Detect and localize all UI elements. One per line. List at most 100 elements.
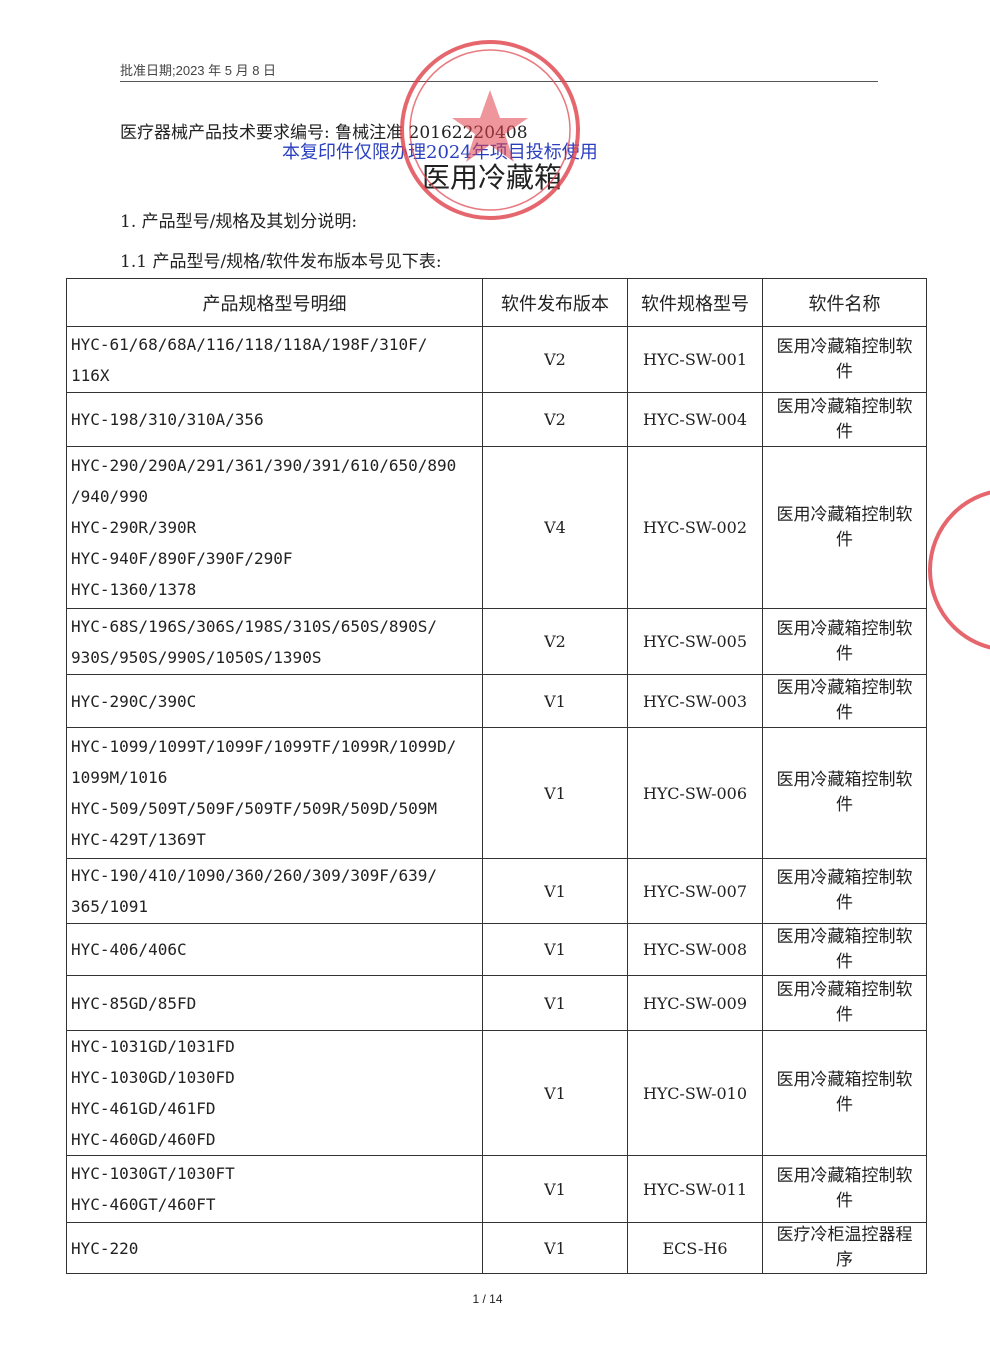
version-cell: V1 (482, 1155, 628, 1223)
software-name-cell: 医用冷藏箱控制软件 (762, 975, 927, 1031)
model-line: HYC-460GD/460FD (71, 1130, 216, 1149)
doc-title: 医用冷藏箱 (422, 161, 563, 194)
table-row: HYC-1099/1099T/1099F/1099TF/1099R/1099D/… (66, 727, 927, 859)
software-name-cell: 医用冷藏箱控制软件 (762, 1155, 927, 1223)
table-row: HYC-68S/196S/306S/198S/310S/650S/890S/93… (66, 608, 927, 675)
model-line: HYC-1030GT/1030FT (71, 1164, 235, 1183)
software-id-cell: HYC-SW-006 (627, 727, 763, 859)
software-id-cell: HYC-SW-005 (627, 608, 763, 675)
table-row: HYC-1030GT/1030FT HYC-460GT/460FT V1 HYC-SW… (66, 1155, 927, 1223)
model-line: HYC-1030GD/1030FD (71, 1068, 235, 1087)
model-cell: HYC-198/310/310A/356 (66, 392, 483, 447)
version-cell: V1 (482, 923, 628, 976)
software-name-cell: 医用冷藏箱控制软件 (762, 674, 927, 728)
software-id-cell: HYC-SW-002 (627, 446, 763, 609)
model-line: HYC-61/68/68A/116/118/118A/198F/310F/ (71, 334, 428, 354)
model-line: /940/990 (71, 487, 149, 506)
table-row: HYC-85GD/85FD V1 HYC-SW-009 医用冷藏箱控制软件 (66, 975, 927, 1031)
model-cell: HYC-220 (66, 1222, 483, 1274)
model-line: HYC-509/509T/509F/509TF/509R/509D/509M (71, 799, 438, 818)
software-id-cell: HYC-SW-011 (627, 1155, 763, 1223)
model-cell: HYC-1031GD/1031FD HYC-1030GD/1030FD HYC-46… (66, 1030, 483, 1156)
software-id-cell: HYC-SW-004 (627, 392, 763, 447)
model-line: 1099M/1016 (71, 768, 168, 787)
software-id-cell: HYC-SW-009 (627, 975, 763, 1031)
software-name-cell: 医用冷藏箱控制软件 (762, 608, 927, 675)
model-line: HYC-406/406C (71, 940, 187, 959)
section-heading: 1. 产品型号/规格及其划分说明: (120, 212, 358, 232)
model-cell: HYC-85GD/85FD (66, 975, 483, 1031)
table-row: HYC-220 V1 ECS-H6 医疗冷柜温控器程序 (66, 1222, 927, 1274)
table-row: HYC-290/290A/291/361/390/391/610/650/890… (66, 446, 927, 609)
model-line: HYC-429T/1369T (71, 830, 206, 849)
model-line: HYC-1360/1378 (71, 580, 197, 599)
page-number: 1 / 14 (472, 1292, 503, 1306)
model-line: HYC-1099/1099T/1099F/1099TF/1099R/1099D/ (71, 737, 457, 756)
table-row: HYC-290C/390C V1 HYC-SW-003 医用冷藏箱控制软件 (66, 674, 927, 728)
model-cell: HYC-290C/390C (66, 674, 483, 728)
version-cell: V2 (482, 392, 628, 447)
table-row: HYC-198/310/310A/356 V2 HYC-SW-004 医用冷藏箱控制软… (66, 392, 927, 447)
version-cell: V1 (482, 1030, 628, 1156)
software-name-cell: 医用冷藏箱控制软件 (762, 392, 927, 447)
model-cell: HYC-290/290A/291/361/390/391/610/650/890… (66, 446, 483, 609)
model-cell: HYC-1099/1099T/1099F/1099TF/1099R/1099D/… (66, 727, 483, 859)
software-name-cell: 医用冷藏箱控制软件 (762, 326, 927, 393)
table-row: HYC-190/410/1090/360/260/309/309F/639/36… (66, 858, 927, 924)
model-cell: HYC-190/410/1090/360/260/309/309F/639/36… (66, 858, 483, 924)
version-cell: V1 (482, 674, 628, 728)
version-cell: V1 (482, 858, 628, 924)
software-id-cell: HYC-SW-003 (627, 674, 763, 728)
model-line: HYC-940F/890F/390F/290F (71, 549, 293, 568)
model-line: HYC-85GD/85FD (71, 993, 197, 1013)
software-id-cell: HYC-SW-001 (627, 326, 763, 393)
software-id-cell: ECS-H6 (627, 1222, 763, 1274)
model-line: HYC-460GT/460FT (71, 1195, 216, 1214)
model-cell: HYC-61/68/68A/116/118/118A/198F/310F/116… (66, 326, 483, 393)
table-row: HYC-61/68/68A/116/118/118A/198F/310F/116… (66, 326, 927, 393)
version-cell: V2 (482, 608, 628, 675)
model-line: 365/1091 (71, 897, 149, 916)
model-line: HYC-190/410/1090/360/260/309/309F/639/ (71, 866, 438, 885)
software-name-cell: 医用冷藏箱控制软件 (762, 858, 927, 924)
spec-table: 产品规格型号明细 软件发布版本 软件规格型号 软件名称 HYC-61/68/68A/1… (66, 278, 927, 1274)
software-name-cell: 医疗冷柜温控器程序 (762, 1222, 927, 1274)
model-line: HYC-290R/390R (71, 518, 197, 537)
table-row: HYC-1031GD/1031FD HYC-1030GD/1030FD HYC-46… (66, 1030, 927, 1156)
column-header: 产品规格型号明细 (66, 278, 483, 327)
section-heading: 1.1 产品型号/规格/软件发布版本号见下表: (120, 252, 442, 272)
version-cell: V1 (482, 1222, 628, 1274)
model-line: HYC-68S/196S/306S/198S/310S/650S/890S/ (71, 616, 438, 636)
column-header: 软件名称 (762, 278, 927, 327)
model-line: HYC-461GD/461FD (71, 1099, 216, 1118)
version-cell: V1 (482, 727, 628, 859)
stamp (928, 490, 990, 650)
model-line: HYC-290C/390C (71, 691, 197, 711)
software-name-cell: 医用冷藏箱控制软件 (762, 1030, 927, 1156)
model-line: 116X (71, 365, 110, 385)
version-cell: V1 (482, 975, 628, 1031)
column-header: 软件发布版本 (482, 278, 628, 327)
version-cell: V2 (482, 326, 628, 393)
software-name-cell: 医用冷藏箱控制软件 (762, 727, 927, 859)
column-header: 软件规格型号 (627, 278, 763, 327)
model-line: HYC-290/290A/291/361/390/391/610/650/890 (71, 456, 457, 475)
software-id-cell: HYC-SW-008 (627, 923, 763, 976)
model-cell: HYC-406/406C (66, 923, 483, 976)
model-cell: HYC-1030GT/1030FT HYC-460GT/460FT (66, 1155, 483, 1223)
software-id-cell: HYC-SW-010 (627, 1030, 763, 1156)
model-line: HYC-1031GD/1031FD (71, 1037, 235, 1056)
model-line: HYC-198/310/310A/356 (71, 410, 264, 429)
software-id-cell: HYC-SW-007 (627, 858, 763, 924)
header-row: 产品规格型号明细 软件发布版本 软件规格型号 软件名称 (66, 278, 927, 327)
model-line: HYC-220 (71, 1238, 139, 1258)
header-rule (120, 81, 878, 82)
software-name-cell: 医用冷藏箱控制软件 (762, 446, 927, 609)
software-name-cell: 医用冷藏箱控制软件 (762, 923, 927, 976)
model-cell: HYC-68S/196S/306S/198S/310S/650S/890S/93… (66, 608, 483, 675)
version-cell: V4 (482, 446, 628, 609)
table-row: HYC-406/406C V1 HYC-SW-008 医用冷藏箱控制软件 (66, 923, 927, 976)
approval-date: 批准日期;2023 年 5 月 8 日 (120, 63, 277, 78)
model-line: 930S/950S/990S/1050S/1390S (71, 647, 322, 667)
